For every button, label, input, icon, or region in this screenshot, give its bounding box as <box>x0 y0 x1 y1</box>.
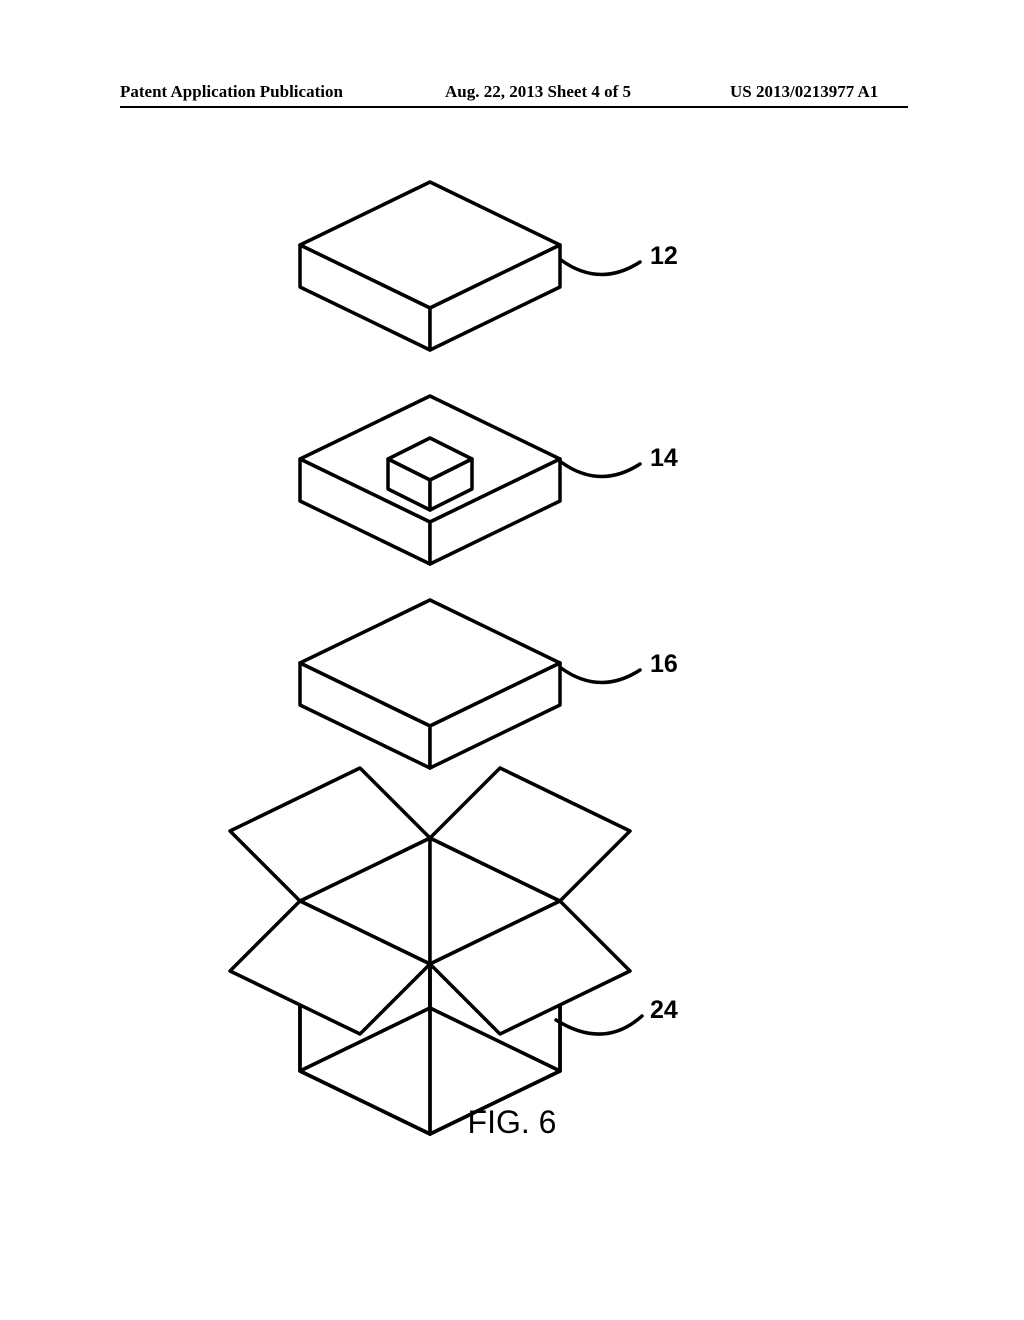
header-rule <box>120 106 908 108</box>
ref-label-12: 12 <box>650 242 678 271</box>
figure-area: 12 14 16 24 <box>0 170 1024 1220</box>
part-24-open-box <box>230 768 630 1134</box>
part-12-top-panel <box>300 182 560 350</box>
part-16-bottom-panel <box>300 600 560 768</box>
ref-label-24: 24 <box>650 996 678 1025</box>
header-left: Patent Application Publication <box>120 82 343 102</box>
part-14-middle-panel <box>300 396 560 564</box>
patent-drawing <box>0 170 1024 1150</box>
ref-label-14: 14 <box>650 444 678 473</box>
figure-caption: FIG. 6 <box>0 1104 1024 1141</box>
header-center: Aug. 22, 2013 Sheet 4 of 5 <box>445 82 631 102</box>
patent-page: Patent Application Publication Aug. 22, … <box>0 0 1024 1320</box>
ref-label-16: 16 <box>650 650 678 679</box>
header-right: US 2013/0213977 A1 <box>730 82 878 102</box>
